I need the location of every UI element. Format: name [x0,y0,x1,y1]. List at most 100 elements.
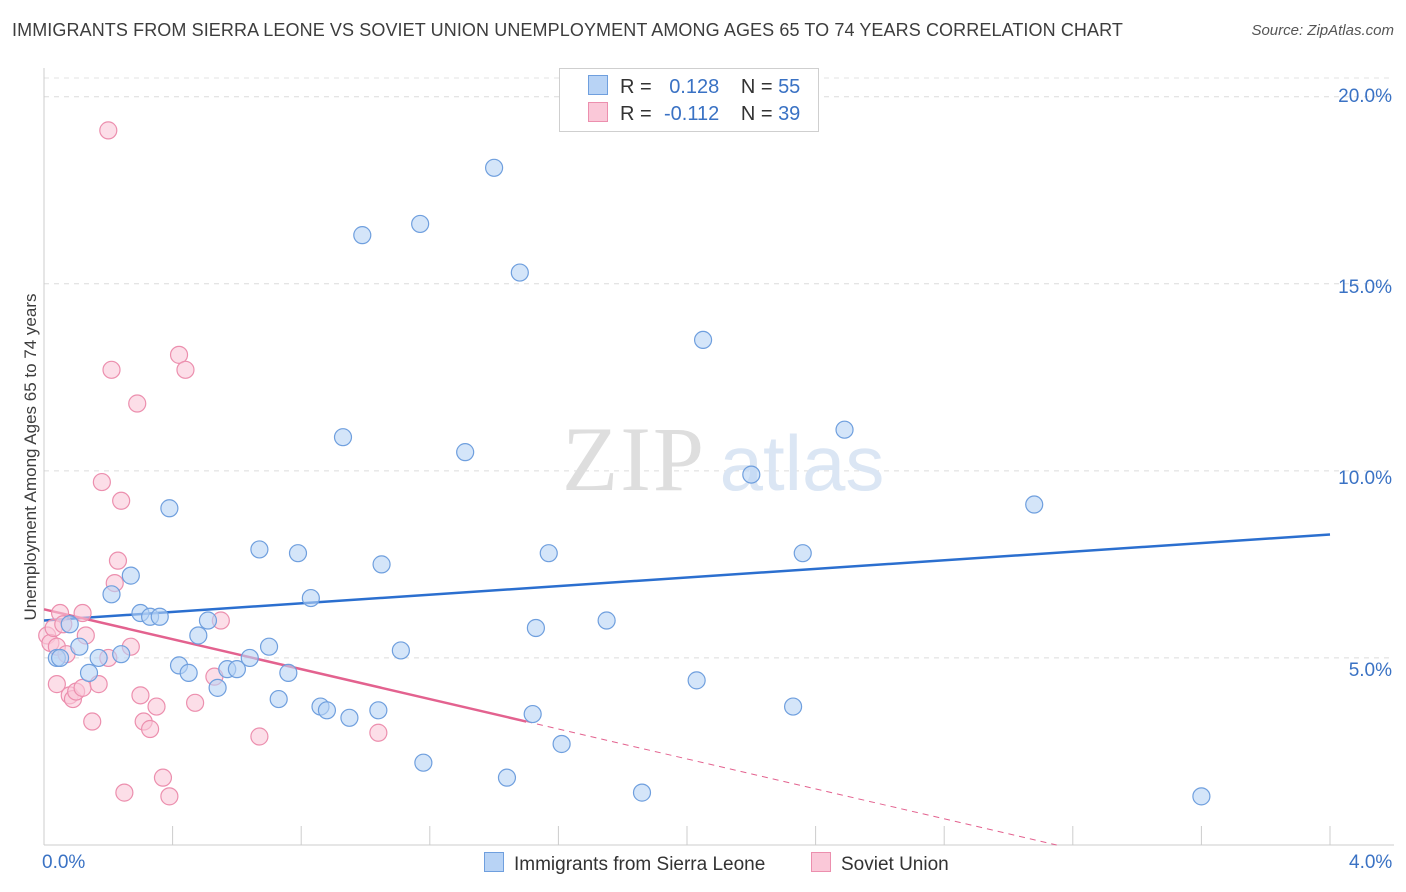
point-sierra-leone [189,626,208,645]
y-tick-label-20: 20.0% [1338,86,1392,107]
point-sierra-leone [485,158,504,177]
point-sierra-leone [783,697,803,716]
legend-r-value: 0.128 [669,76,720,98]
legend-swatch-blue [588,75,608,95]
point-sierra-leone [333,428,353,447]
data-points [38,121,1211,806]
point-sierra-leone [693,330,713,350]
point-sierra-leone [835,420,854,439]
legend-r-label: R = [620,103,652,125]
point-soviet-union [186,693,205,712]
point-sierra-leone [288,544,308,563]
point-sierra-leone [1192,787,1211,806]
point-sierra-leone [414,753,433,772]
legend-r-value: -0.112 [664,103,720,125]
point-sierra-leone [632,783,652,802]
point-soviet-union [108,551,128,570]
point-sierra-leone [79,663,99,682]
point-sierra-leone [523,704,542,724]
point-sierra-leone [372,555,391,574]
point-sierra-leone [353,226,372,245]
x-tick-label-min: 0.0% [42,852,86,873]
bottom-legend-label: Immigrants from Sierra Leone [514,854,766,875]
point-soviet-union [92,472,111,492]
point-soviet-union [147,697,166,716]
x-tick-label-max: 4.0% [1349,852,1393,873]
point-sierra-leone [340,708,359,727]
point-sierra-leone [279,663,298,682]
point-sierra-leone [60,615,79,634]
point-sierra-leone [198,611,218,630]
trend-line-sierra-leone [43,533,1331,622]
legend-row-soviet-union: R = -0.112 N = 39 [588,102,800,128]
legend-r-label: R = [620,76,652,98]
point-sierra-leone [160,499,179,518]
point-sierra-leone [89,648,108,668]
point-soviet-union [47,675,66,694]
point-soviet-union [140,719,160,739]
point-sierra-leone [687,671,706,690]
point-sierra-leone [259,637,279,656]
point-sierra-leone [411,214,430,234]
y-tick-label-10: 10.0% [1338,468,1392,489]
point-sierra-leone [497,768,517,787]
point-sierra-leone [112,645,131,664]
point-sierra-leone [301,588,320,608]
trend-extension-soviet-union [526,721,1057,846]
watermark-zip: ZIP [562,408,706,510]
legend-n-label: N = [740,103,773,125]
point-sierra-leone [70,637,89,656]
point-sierra-leone [539,544,558,563]
point-soviet-union [169,345,189,364]
point-soviet-union [153,768,173,787]
legend-n-label: N = [740,76,773,98]
watermark-atlas: atlas [720,419,885,507]
legend-n-value: 39 [778,103,801,125]
point-sierra-leone [793,544,812,563]
point-sierra-leone [227,660,246,679]
point-sierra-leone [597,611,616,630]
point-sierra-leone [121,566,140,585]
point-sierra-leone [526,618,545,638]
grid-lines [44,77,1394,659]
point-soviet-union [176,360,195,379]
point-sierra-leone [552,734,571,754]
point-soviet-union [83,712,102,731]
point-soviet-union [160,787,179,806]
point-sierra-leone [250,540,269,559]
point-sierra-leone [1025,495,1044,514]
point-sierra-leone [391,641,410,660]
point-soviet-union [73,603,92,623]
point-sierra-leone [50,648,70,668]
point-sierra-leone [150,607,169,626]
bottom-legend-swatch-blue [484,852,504,872]
legend: R = 0.128 N = 55 R = -0.112 N = 39 [559,68,819,132]
point-soviet-union [250,727,269,746]
legend-swatch-pink [588,102,608,122]
y-tick-label-15: 15.0% [1338,277,1392,298]
point-sierra-leone [369,701,388,720]
source-label: Source: ZipAtlas.com [1251,22,1394,39]
bottom-legend-soviet-union: Soviet Union [811,852,949,876]
point-soviet-union [115,783,134,802]
axes [43,68,1394,846]
chart-title: IMMIGRANTS FROM SIERRA LEONE VS SOVIET U… [12,20,1124,40]
bottom-legend-label: Soviet Union [841,854,949,875]
legend-n-value: 55 [778,76,801,98]
point-sierra-leone [269,689,288,709]
point-soviet-union [99,121,118,140]
point-sierra-leone [208,678,227,697]
y-tick-label-5: 5.0% [1348,660,1392,681]
point-sierra-leone [742,465,761,484]
bottom-legend-swatch-pink [811,852,831,872]
point-soviet-union [131,686,150,705]
trend-lines [43,533,1331,846]
point-soviet-union [128,394,147,413]
point-sierra-leone [456,443,475,462]
point-sierra-leone [102,585,121,604]
point-sierra-leone [240,648,259,668]
point-soviet-union [369,723,388,742]
point-soviet-union [102,360,121,379]
point-sierra-leone [317,701,337,720]
